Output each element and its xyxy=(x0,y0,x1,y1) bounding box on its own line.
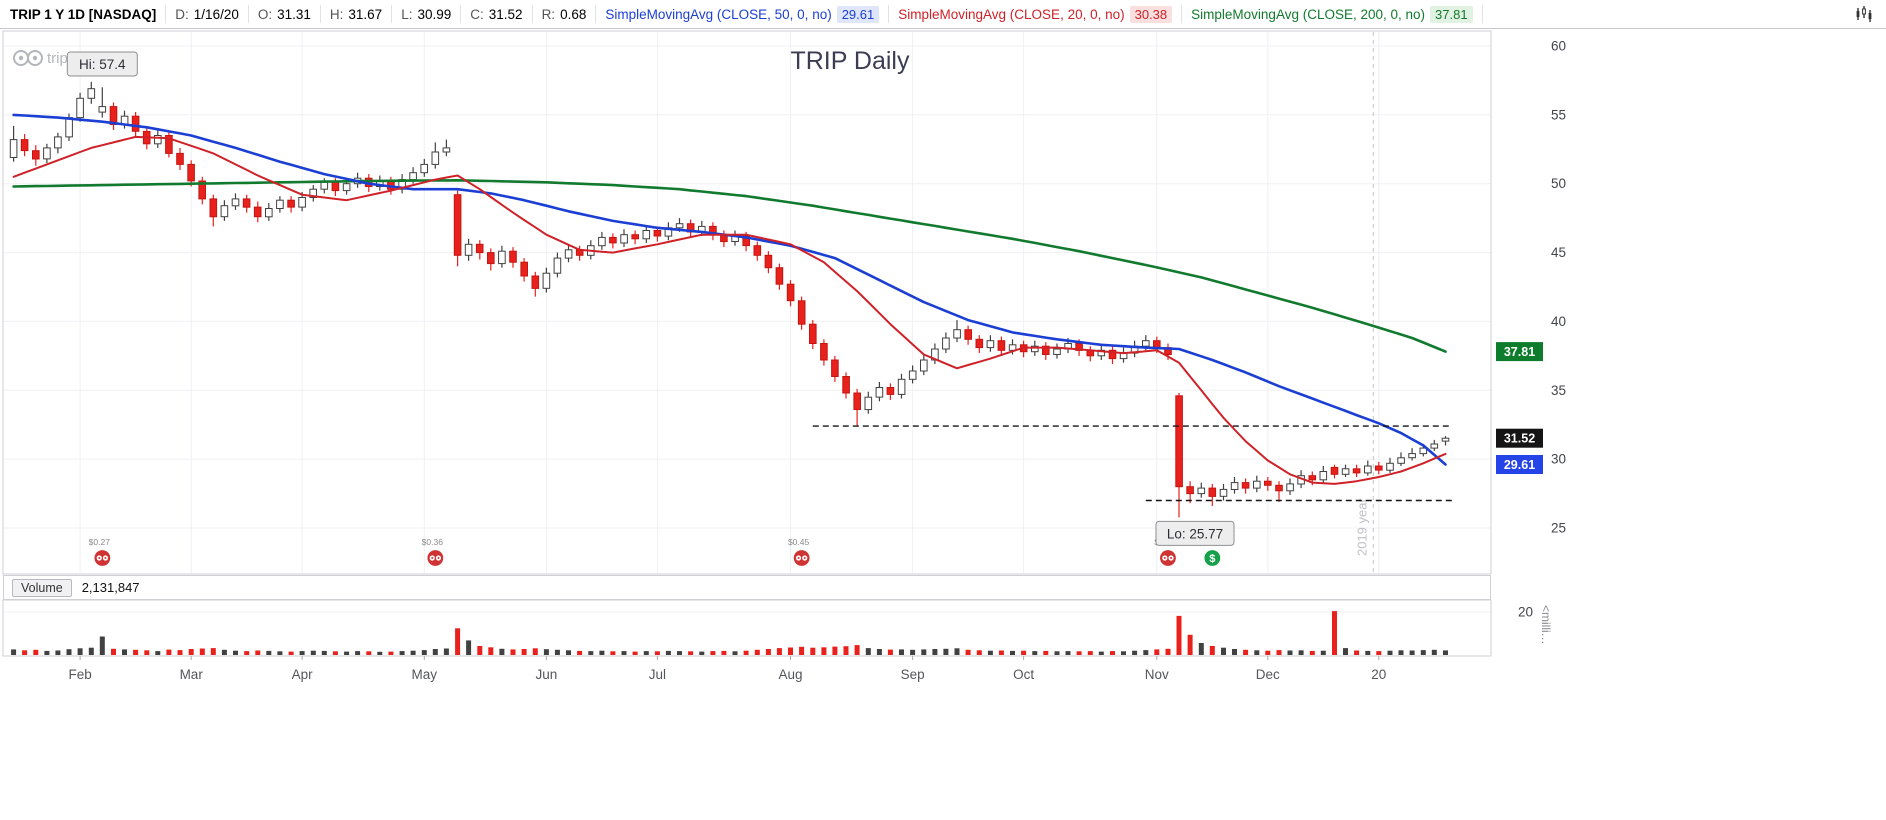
price-tag: 37.81 xyxy=(1496,342,1543,362)
svg-text:25: 25 xyxy=(1551,521,1566,536)
low-readout: L: 30.99 xyxy=(392,5,462,23)
volume-value: 2,131,847 xyxy=(81,580,140,595)
month-label: Dec xyxy=(1256,667,1280,682)
close-value: 31.52 xyxy=(488,6,523,22)
open-label: O: xyxy=(257,6,273,22)
month-label: Apr xyxy=(292,667,314,682)
high-value: 31.67 xyxy=(348,6,383,22)
event-marker-trip[interactable]: $0.36 xyxy=(422,537,445,568)
svg-text:55: 55 xyxy=(1551,107,1566,122)
year-separator-line: 2019 year xyxy=(1354,32,1374,573)
tripadvisor-owl-icon xyxy=(426,548,445,568)
hi-tooltip: Hi: 57.4 xyxy=(66,51,138,77)
month-label: Jul xyxy=(649,667,666,682)
study-sma50-value: 29.61 xyxy=(836,5,880,23)
month-label: May xyxy=(412,667,438,682)
range-value: 0.68 xyxy=(560,6,587,22)
svg-text:35: 35 xyxy=(1551,383,1566,398)
svg-text:$: $ xyxy=(1209,553,1215,565)
symbol-title: TRIP 1 Y 1D [NASDAQ] xyxy=(6,5,167,23)
svg-text:29.61: 29.61 xyxy=(1504,458,1535,472)
low-value: 30.99 xyxy=(417,6,452,22)
event-marker-label: $0.27 xyxy=(89,537,111,547)
chart-settings-icon[interactable] xyxy=(1854,4,1874,24)
volume-axis: 20 <milli… xyxy=(1518,605,1553,645)
open-value: 31.31 xyxy=(277,6,311,22)
open-readout: O: 31.31 xyxy=(249,5,321,23)
svg-text:20: 20 xyxy=(1518,605,1533,620)
candles xyxy=(9,81,1450,518)
high-readout: H: 31.67 xyxy=(321,5,393,23)
study-sma200-name: SimpleMovingAvg (CLOSE, 200, 0, no) xyxy=(1191,6,1426,22)
svg-text:45: 45 xyxy=(1551,245,1566,260)
event-marker-trip[interactable]: $0.27 xyxy=(89,537,112,568)
study-sma20[interactable]: SimpleMovingAvg (CLOSE, 20, 0, no) 30.38 xyxy=(889,5,1183,23)
month-label: 20 xyxy=(1371,667,1386,682)
date-value: 1/16/20 xyxy=(193,6,239,22)
chart-area[interactable]: tripadvTRIP Daily 2019 year$0.27 $0.36 $… xyxy=(0,29,1886,815)
study-sma200-value: 37.81 xyxy=(1430,5,1473,23)
study-sma20-value: 30.38 xyxy=(1129,5,1173,23)
svg-text:31.52: 31.52 xyxy=(1504,432,1535,446)
sma50-line xyxy=(12,113,1447,466)
lo-tooltip: Lo: 25.77 xyxy=(1155,520,1235,546)
month-label: Jun xyxy=(536,667,558,682)
svg-text:37.81: 37.81 xyxy=(1504,345,1535,359)
event-markers: $0.27 $0.36 $0.45 $0.50 $3.50 $ xyxy=(89,537,1222,568)
range-label: R: xyxy=(541,6,556,22)
sma200-line xyxy=(12,179,1447,353)
study-sma20-name: SimpleMovingAvg (CLOSE, 20, 0, no) xyxy=(898,6,1125,22)
date-readout: D: 1/16/20 xyxy=(166,5,249,23)
svg-text:50: 50 xyxy=(1551,176,1566,191)
sma20-line xyxy=(12,135,1447,485)
month-label: Nov xyxy=(1145,667,1169,682)
price-tag: 29.61 xyxy=(1496,455,1543,474)
range-readout: R: 0.68 xyxy=(533,5,597,23)
volume-units-label: <milli… xyxy=(1539,605,1553,645)
study-sma50-name: SimpleMovingAvg (CLOSE, 50, 0, no) xyxy=(605,6,832,22)
volume-study-label[interactable]: Volume xyxy=(12,578,72,597)
tripadvisor-owl-icon xyxy=(1158,548,1178,568)
month-label: Sep xyxy=(901,667,925,682)
volume-bars xyxy=(11,611,1448,655)
time-axis: Feb Mar Apr May Jun Jul Aug Sep Oct Nov Dec 20 xyxy=(68,656,1386,682)
study-sma200[interactable]: SimpleMovingAvg (CLOSE, 200, 0, no) 37.8… xyxy=(1182,5,1483,23)
month-label: Aug xyxy=(778,667,802,682)
year-line-label: 2019 year xyxy=(1354,498,1369,556)
event-marker-trip[interactable]: $0.45 xyxy=(788,537,811,568)
month-label: Oct xyxy=(1013,667,1034,682)
volume-plot-border xyxy=(2,599,1492,657)
lo-label: Lo: 25.77 xyxy=(1167,526,1223,541)
chart-title: TRIP Daily xyxy=(790,47,910,75)
low-label: L: xyxy=(401,6,413,22)
chart-header: TRIP 1 Y 1D [NASDAQ] D: 1/16/20 O: 31.31… xyxy=(0,0,1886,29)
grid xyxy=(2,30,1492,657)
volume-pane-header: Volume 2,131,847 xyxy=(3,575,1491,600)
svg-text:30: 30 xyxy=(1551,452,1566,467)
main-plot-border xyxy=(2,30,1492,575)
month-label: Mar xyxy=(180,667,204,682)
price-axis: 60 55 50 45 40 35 30 25 37.81 31.52 29.61 xyxy=(1496,39,1566,536)
tripadvisor-owl-icon xyxy=(93,548,112,568)
date-label: D: xyxy=(175,6,189,22)
price-tag: 31.52 xyxy=(1496,428,1543,448)
study-sma50[interactable]: SimpleMovingAvg (CLOSE, 50, 0, no) 29.61 xyxy=(596,5,890,23)
svg-text:40: 40 xyxy=(1551,314,1566,329)
month-label: Feb xyxy=(68,667,91,682)
high-label: H: xyxy=(329,6,344,22)
tripadvisor-owl-icon xyxy=(792,548,811,568)
close-label: C: xyxy=(470,6,484,22)
close-readout: C: 31.52 xyxy=(461,5,533,23)
hi-label: Hi: 57.4 xyxy=(79,57,126,72)
svg-text:60: 60 xyxy=(1551,39,1566,54)
dividend-dollar-icon xyxy=(1203,548,1222,568)
event-marker-label: $0.36 xyxy=(422,537,444,547)
event-marker-label: $0.45 xyxy=(788,537,810,547)
